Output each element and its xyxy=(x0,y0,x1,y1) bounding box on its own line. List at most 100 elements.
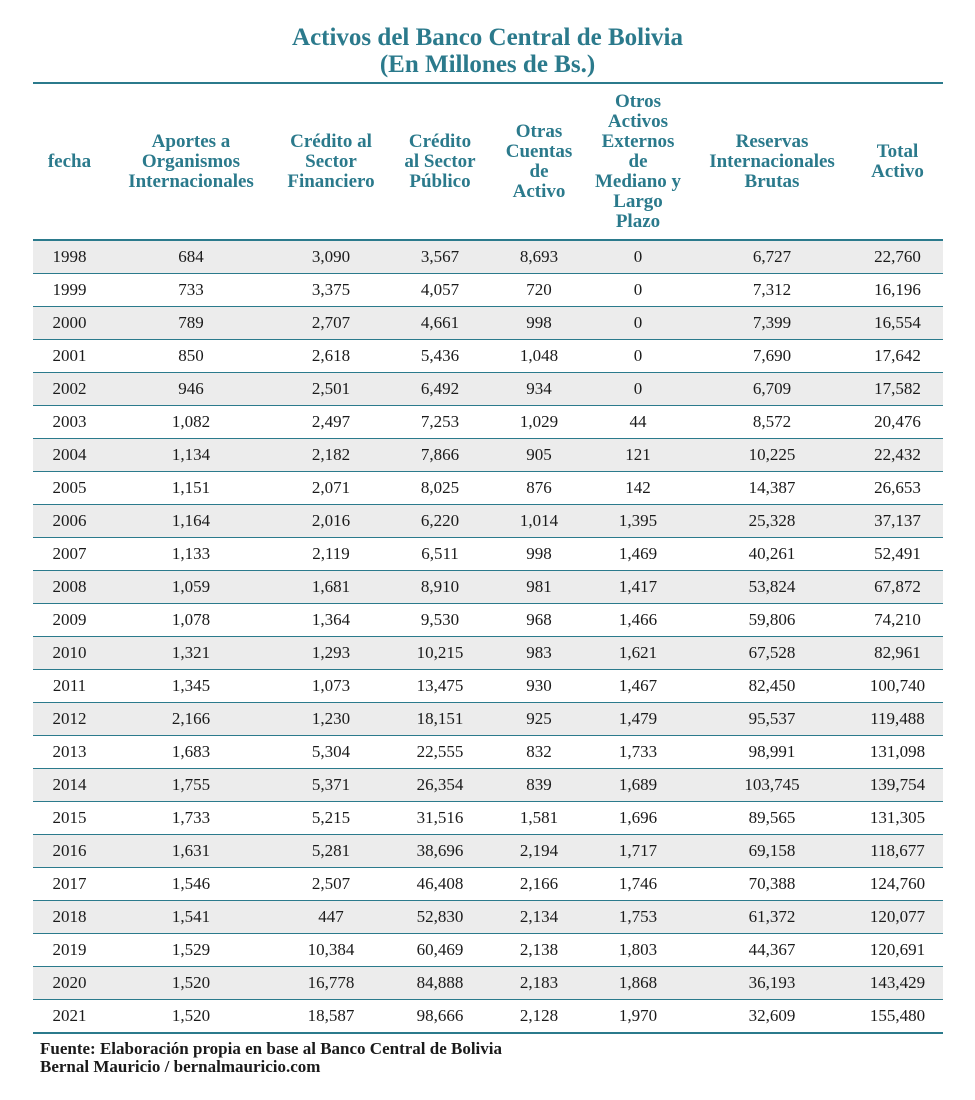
table-cell: 10,384 xyxy=(276,933,386,967)
row-year-cell: 2009 xyxy=(33,603,106,637)
table-cell: 8,572 xyxy=(692,405,852,439)
row-year-cell: 2021 xyxy=(33,999,106,1034)
table-cell: 18,151 xyxy=(386,702,494,736)
table-cell: 2,194 xyxy=(494,834,584,868)
table-row: 2010 1,321 1,293 10,215 983 1,621 67,528 82,961 xyxy=(33,636,943,670)
col-header-credito-publico: Crédito al Sector Público xyxy=(386,83,494,240)
table-row: 2017 1,546 2,507 46,408 2,166 1,746 70,388 124,… xyxy=(33,867,943,901)
table-row: 2018 1,541 447 52,830 2,134 1,753 61,372 120,07… xyxy=(33,900,943,934)
table-row: 2001 850 2,618 5,436 1,048 0 7,690 17,642 xyxy=(33,339,943,373)
col-header-fecha: fecha xyxy=(47,150,92,172)
table-cell: 839 xyxy=(494,768,584,802)
table-row: 2007 1,133 2,119 6,511 998 1,469 40,261 52,491 xyxy=(33,537,943,571)
table-cell: 10,215 xyxy=(386,636,494,670)
table-cell: 32,609 xyxy=(692,999,852,1034)
table-cell: 2,071 xyxy=(276,471,386,505)
table-cell: 0 xyxy=(584,306,692,340)
table-cell: 1,541 xyxy=(106,900,276,934)
row-year-cell: 2015 xyxy=(33,801,106,835)
header-row: fecha Aportes a Organismos Internacionale… xyxy=(33,83,943,240)
table-row: 2013 1,683 5,304 22,555 832 1,733 98,991 131,09… xyxy=(33,735,943,769)
table-cell: 733 xyxy=(106,273,276,307)
table-cell: 1,073 xyxy=(276,669,386,703)
table-cell: 60,469 xyxy=(386,933,494,967)
table-cell: 40,261 xyxy=(692,537,852,571)
table-cell: 1,529 xyxy=(106,933,276,967)
table-cell: 2,501 xyxy=(276,372,386,406)
row-year-cell: 2008 xyxy=(33,570,106,604)
table-cell: 0 xyxy=(584,372,692,406)
table-cell: 14,387 xyxy=(692,471,852,505)
table-cell: 1,621 xyxy=(584,636,692,670)
table-cell: 6,492 xyxy=(386,372,494,406)
table-cell: 1,321 xyxy=(106,636,276,670)
table-cell: 131,305 xyxy=(852,801,943,835)
table-cell: 131,098 xyxy=(852,735,943,769)
chart-title-block: Activos del Banco Central de Bolivia (En… xyxy=(0,24,975,78)
table-cell: 1,970 xyxy=(584,999,692,1034)
table-cell: 3,567 xyxy=(386,240,494,274)
table-cell: 1,681 xyxy=(276,570,386,604)
table-cell: 16,778 xyxy=(276,966,386,1000)
table-row: 2006 1,164 2,016 6,220 1,014 1,395 25,328 37,13… xyxy=(33,504,943,538)
table-cell: 1,683 xyxy=(106,735,276,769)
table-cell: 2,128 xyxy=(494,999,584,1034)
table-cell: 1,581 xyxy=(494,801,584,835)
row-year-cell: 2013 xyxy=(33,735,106,769)
table-cell: 968 xyxy=(494,603,584,637)
table-cell: 17,642 xyxy=(852,339,943,373)
table-cell: 25,328 xyxy=(692,504,852,538)
table-row: 2009 1,078 1,364 9,530 968 1,466 59,806 74,210 xyxy=(33,603,943,637)
table-cell: 934 xyxy=(494,372,584,406)
table-cell: 0 xyxy=(584,339,692,373)
table-cell: 22,432 xyxy=(852,438,943,472)
row-year-cell: 2012 xyxy=(33,702,106,736)
table-cell: 46,408 xyxy=(386,867,494,901)
column-header-text: Crédito al Sector Público xyxy=(404,130,476,192)
table-cell: 120,077 xyxy=(852,900,943,934)
table-cell: 684 xyxy=(106,240,276,274)
table-cell: 832 xyxy=(494,735,584,769)
table-cell: 6,727 xyxy=(692,240,852,274)
table-cell: 0 xyxy=(584,273,692,307)
table-cell: 1,029 xyxy=(494,405,584,439)
table-cell: 5,215 xyxy=(276,801,386,835)
table-cell: 53,824 xyxy=(692,570,852,604)
table-cell: 16,196 xyxy=(852,273,943,307)
table-cell: 1,048 xyxy=(494,339,584,373)
table-cell: 1,733 xyxy=(584,735,692,769)
table-cell: 155,480 xyxy=(852,999,943,1034)
table-cell: 876 xyxy=(494,471,584,505)
table-cell: 70,388 xyxy=(692,867,852,901)
data-table: fecha Aportes a Organismos Internacionale… xyxy=(33,82,943,1034)
table-cell: 1,364 xyxy=(276,603,386,637)
row-year-cell: 2014 xyxy=(33,768,106,802)
table-cell: 925 xyxy=(494,702,584,736)
table-cell: 3,375 xyxy=(276,273,386,307)
table-cell: 69,158 xyxy=(692,834,852,868)
chart-subtitle: (En Millones de Bs.) xyxy=(379,51,596,78)
table-cell: 67,872 xyxy=(852,570,943,604)
table-cell: 13,475 xyxy=(386,669,494,703)
table-cell: 1,868 xyxy=(584,966,692,1000)
source-line: Fuente: Elaboración propia en base al Ba… xyxy=(40,1039,503,1058)
col-header-total: Total Activo xyxy=(852,83,943,240)
table-cell: 2,016 xyxy=(276,504,386,538)
table-cell: 1,520 xyxy=(106,966,276,1000)
table-cell: 26,354 xyxy=(386,768,494,802)
table-cell: 120,691 xyxy=(852,933,943,967)
table-cell: 143,429 xyxy=(852,966,943,1000)
table-row: 2019 1,529 10,384 60,469 2,138 1,803 44,367 120… xyxy=(33,933,943,967)
row-year-cell: 2019 xyxy=(33,933,106,967)
source-note: Fuente: Elaboración propia en base al Ba… xyxy=(40,1040,502,1076)
table-cell: 1,520 xyxy=(106,999,276,1034)
chart-title: Activos del Banco Central de Bolivia xyxy=(292,24,683,51)
col-header-credito-financiero: Crédito al Sector Financiero xyxy=(276,83,386,240)
row-year-cell: 2002 xyxy=(33,372,106,406)
table-cell: 59,806 xyxy=(692,603,852,637)
row-year-cell: 2001 xyxy=(33,339,106,373)
table-cell: 1,151 xyxy=(106,471,276,505)
table-cell: 2,166 xyxy=(106,702,276,736)
table-cell: 4,661 xyxy=(386,306,494,340)
table-cell: 139,754 xyxy=(852,768,943,802)
